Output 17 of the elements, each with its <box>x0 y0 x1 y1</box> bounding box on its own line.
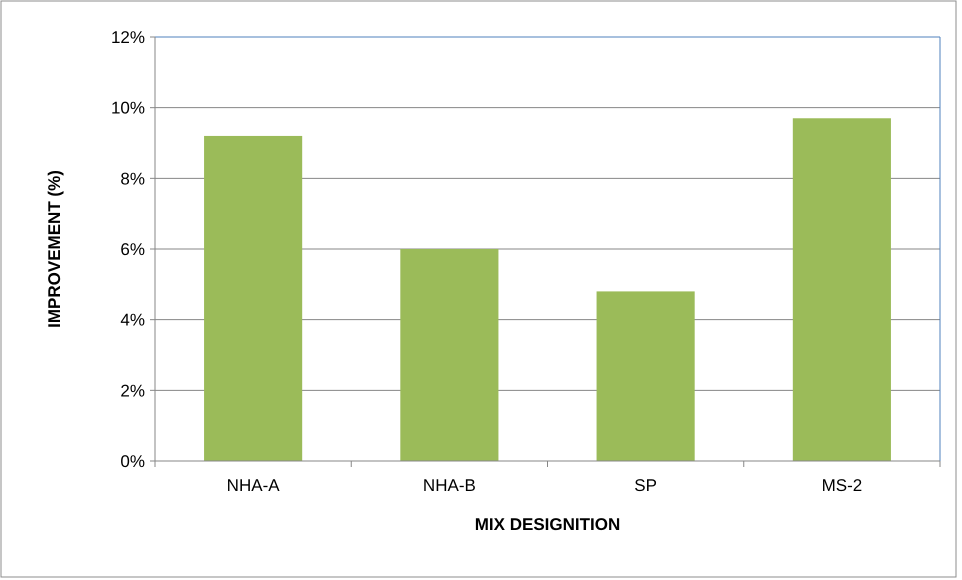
bar <box>792 118 891 461</box>
x-tick-label: SP <box>634 476 657 495</box>
y-tick-label: 12% <box>110 28 145 47</box>
y-tick-label: 10% <box>110 98 145 118</box>
bar <box>596 291 695 461</box>
y-axis-title: IMPROVEMENT (%) <box>45 170 64 328</box>
x-tick-label: NHA-A <box>226 476 280 495</box>
y-tick-label: 8% <box>120 169 145 188</box>
y-tick-label: 0% <box>120 452 145 471</box>
y-tick-label: 2% <box>120 381 145 400</box>
x-tick-label: NHA-B <box>422 476 476 495</box>
bar <box>400 249 498 461</box>
x-axis-title: MIX DESIGNITION <box>474 515 620 534</box>
x-tick-label: MS-2 <box>822 476 862 495</box>
y-tick-label: 4% <box>120 310 145 330</box>
bar <box>204 136 302 461</box>
y-tick-label: 6% <box>120 240 145 259</box>
